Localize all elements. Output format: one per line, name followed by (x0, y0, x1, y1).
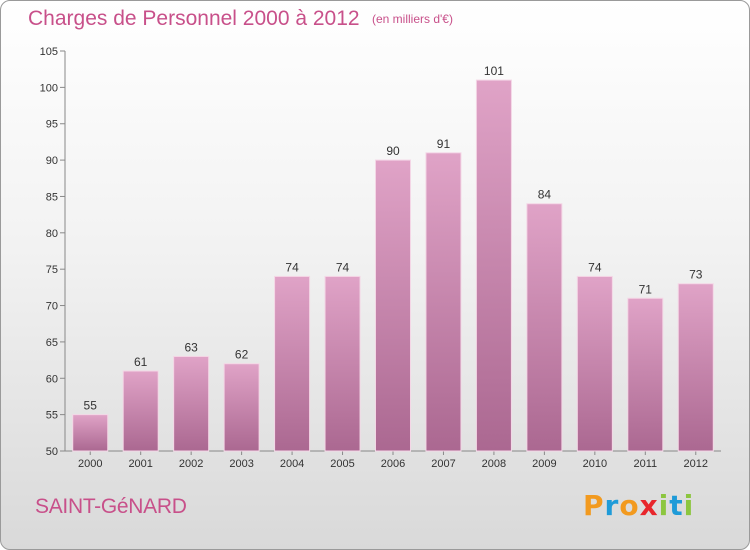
bar (475, 79, 512, 452)
logo-letter: t (669, 489, 684, 522)
proxiti-logo: Proxiti (583, 489, 694, 522)
chart-subtitle: (en milliers d'€) (372, 12, 453, 26)
data-label: 71 (639, 282, 653, 296)
logo-letter: r (604, 489, 620, 522)
x-tick-label: 2009 (532, 458, 556, 470)
bar (324, 275, 361, 452)
data-label: 90 (386, 144, 400, 158)
logo-letter: o (619, 489, 640, 522)
x-tick-label: 2002 (179, 458, 203, 470)
x-tick-label: 2001 (128, 458, 152, 470)
data-label: 55 (84, 399, 98, 413)
logo-letter: i (658, 489, 670, 522)
data-label: 62 (235, 348, 249, 362)
y-tick-label: 95 (46, 119, 58, 131)
data-label: 101 (484, 64, 504, 78)
data-label: 84 (538, 188, 552, 202)
data-label: 74 (285, 260, 299, 274)
x-tick-label: 2006 (381, 458, 405, 470)
y-tick-label: 100 (40, 82, 58, 94)
bar (576, 275, 613, 452)
y-tick-label: 105 (40, 46, 58, 58)
bar (627, 297, 664, 452)
town-name: SAINT-GéNARD (35, 495, 187, 518)
data-label: 63 (184, 340, 198, 354)
bar (122, 370, 159, 452)
y-tick-label: 50 (46, 446, 58, 458)
y-tick-label: 85 (46, 191, 58, 203)
data-label: 61 (134, 355, 148, 369)
bar (274, 275, 311, 452)
y-tick-label: 90 (46, 155, 58, 167)
bar (173, 355, 210, 452)
data-label: 73 (689, 268, 703, 282)
bar (223, 363, 260, 452)
x-tick-label: 2000 (78, 458, 102, 470)
y-tick-label: 70 (46, 301, 58, 313)
y-tick-label: 60 (46, 373, 58, 385)
logo-letter: i (683, 489, 695, 522)
data-label: 91 (437, 137, 451, 151)
bar (526, 203, 563, 452)
x-tick-label: 2007 (431, 458, 455, 470)
x-tick-label: 2004 (280, 458, 304, 470)
chart-title: Charges de Personnel 2000 à 2012 (28, 7, 360, 30)
y-tick-label: 75 (46, 264, 58, 276)
bar (425, 152, 462, 452)
y-tick-label: 65 (46, 337, 58, 349)
x-tick-label: 2010 (583, 458, 607, 470)
bar (677, 283, 714, 452)
data-label: 74 (336, 260, 350, 274)
x-tick-label: 2003 (229, 458, 253, 470)
logo-letter: x (639, 489, 659, 522)
x-tick-label: 2011 (633, 458, 657, 470)
y-tick-label: 55 (46, 410, 58, 422)
bar (375, 159, 411, 452)
x-tick-label: 2012 (684, 458, 708, 470)
data-label: 74 (588, 260, 602, 274)
x-tick-label: 2008 (482, 458, 506, 470)
y-tick-label: 80 (46, 228, 58, 240)
bar (72, 414, 109, 452)
logo-letter: P (583, 489, 605, 522)
x-tick-label: 2005 (330, 458, 354, 470)
